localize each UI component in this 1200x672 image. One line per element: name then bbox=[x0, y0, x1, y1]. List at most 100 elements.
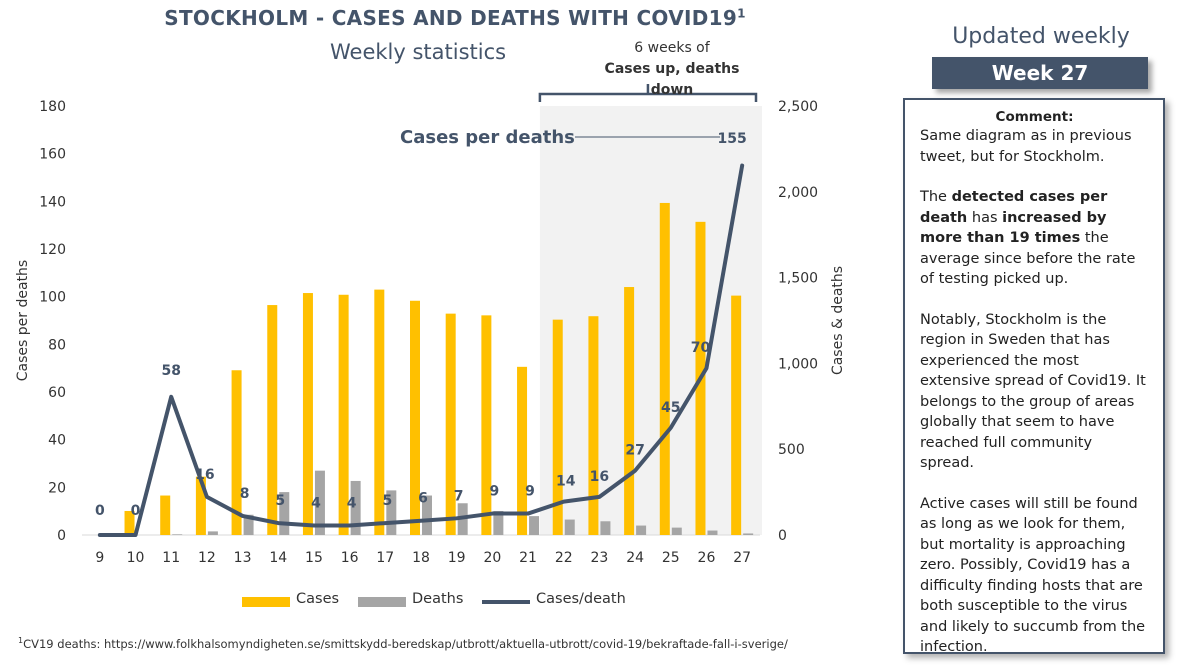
cases-per-deaths-label: Cases per deaths bbox=[400, 127, 575, 148]
left-tick-label: 60 bbox=[48, 385, 66, 401]
x-tick-label: 18 bbox=[412, 550, 430, 566]
ratio-data-label: 45 bbox=[661, 400, 680, 416]
comment-box: Comment: Same diagram as in previous twe… bbox=[903, 98, 1165, 655]
bar-cases bbox=[338, 294, 349, 535]
bar-deaths bbox=[314, 470, 325, 535]
ratio-data-label: 8 bbox=[240, 486, 250, 502]
highlight-annotation: 6 weeks of Cases up, deaths down bbox=[582, 38, 762, 101]
x-tick-label: 21 bbox=[519, 550, 537, 566]
ratio-data-label: 27 bbox=[625, 443, 644, 459]
bar-cases bbox=[267, 305, 278, 535]
bar-deaths bbox=[493, 510, 504, 535]
bar-deaths bbox=[350, 480, 361, 535]
bar-cases bbox=[410, 300, 420, 535]
bar-cases bbox=[195, 476, 206, 535]
x-tick-label: 16 bbox=[341, 550, 359, 566]
left-tick-label: 0 bbox=[57, 528, 66, 544]
ratio-line bbox=[97, 163, 745, 537]
left-tick-label: 120 bbox=[39, 242, 66, 258]
bar-deaths bbox=[564, 519, 575, 535]
x-tick-label: 11 bbox=[162, 550, 180, 566]
x-tick-label: 13 bbox=[234, 550, 252, 566]
x-tick-label: 14 bbox=[269, 550, 287, 566]
x-tick-label: 25 bbox=[662, 550, 680, 566]
bar-deaths bbox=[422, 495, 432, 535]
right-axis-title: Cases & deaths bbox=[830, 266, 846, 375]
right-tick-label: 2,500 bbox=[778, 99, 818, 115]
comment-title: Comment: bbox=[995, 109, 1074, 125]
x-tick-label: 12 bbox=[198, 550, 216, 566]
chart-title: STOCKHOLM - CASES AND DEATHS WITH COVID1… bbox=[164, 6, 746, 30]
ratio-data-label: 4 bbox=[311, 495, 321, 511]
annotation-line2: Cases up, deaths down bbox=[604, 61, 740, 98]
x-tick-label: 10 bbox=[127, 550, 145, 566]
comment-paragraph-3: Notably, Stockholm is the region in Swed… bbox=[920, 311, 1146, 472]
ratio-data-label: 6 bbox=[418, 491, 428, 507]
updated-weekly-label: Updated weekly bbox=[952, 24, 1130, 49]
right-tick-label: 1,500 bbox=[778, 271, 818, 287]
bar-cases bbox=[231, 370, 242, 535]
bar-deaths bbox=[671, 527, 682, 535]
bar-cases bbox=[731, 295, 742, 535]
x-tick-label: 15 bbox=[305, 550, 323, 566]
comment-paragraph-4: Active cases will still be found as long… bbox=[920, 495, 1146, 656]
left-tick-label: 40 bbox=[48, 433, 66, 449]
left-tick-label: 100 bbox=[39, 290, 66, 306]
bar-cases bbox=[517, 366, 528, 535]
bar-cases bbox=[374, 289, 385, 535]
ratio-data-label: 4 bbox=[347, 495, 357, 511]
chart-area: 02040608010012014016018005001,0001,5002,… bbox=[15, 84, 846, 566]
bar-cases bbox=[124, 510, 135, 535]
bar-deaths bbox=[172, 534, 183, 535]
ratio-data-label: 9 bbox=[525, 484, 535, 500]
bar-deaths bbox=[243, 514, 254, 535]
highlight-band bbox=[539, 106, 762, 535]
annotation-line1: 6 weeks of bbox=[634, 40, 710, 56]
bar-deaths bbox=[707, 530, 718, 535]
legend-swatch-deaths bbox=[358, 597, 406, 607]
left-tick-label: 80 bbox=[48, 337, 66, 353]
bar-deaths bbox=[207, 531, 218, 535]
right-tick-label: 1,000 bbox=[778, 356, 818, 372]
bar-cases bbox=[588, 316, 599, 535]
bar-cases bbox=[552, 319, 563, 535]
right-tick-label: 2,000 bbox=[778, 185, 818, 201]
bar-cases bbox=[160, 495, 171, 535]
bar-deaths bbox=[386, 490, 397, 535]
ratio-data-label: 0 bbox=[131, 503, 141, 519]
bar-cases bbox=[445, 313, 456, 535]
footnote: 1CV19 deaths: https://www.folkhalsomyndi… bbox=[18, 636, 788, 651]
left-tick-label: 160 bbox=[39, 147, 66, 163]
left-tick-label: 140 bbox=[39, 194, 66, 210]
right-tick-label: 0 bbox=[778, 528, 787, 544]
x-tick-label: 20 bbox=[483, 550, 501, 566]
x-tick-label: 9 bbox=[95, 550, 104, 566]
week-badge: Week 27 bbox=[932, 57, 1148, 89]
bar-cases bbox=[659, 202, 670, 536]
comment-paragraph-2: The detected cases per death has increas… bbox=[920, 189, 1136, 287]
bar-cases bbox=[481, 315, 492, 535]
right-tick-label: 500 bbox=[778, 442, 805, 458]
ratio-data-label: 7 bbox=[454, 488, 464, 504]
ratio-data-label: 0 bbox=[95, 503, 105, 519]
ratio-data-label: 5 bbox=[382, 493, 392, 509]
x-tick-label: 17 bbox=[376, 550, 394, 566]
x-tick-label: 22 bbox=[555, 550, 573, 566]
ratio-data-label: 70 bbox=[691, 340, 711, 356]
left-tick-label: 180 bbox=[39, 99, 66, 115]
left-tick-label: 20 bbox=[48, 480, 66, 496]
x-tick-label: 24 bbox=[626, 550, 644, 566]
ratio-data-label: 14 bbox=[556, 474, 576, 490]
legend-swatch-cases bbox=[242, 597, 290, 607]
ratio-data-label: 5 bbox=[275, 493, 285, 509]
bar-cases bbox=[302, 293, 313, 535]
ratio-data-label: 16 bbox=[590, 469, 609, 485]
ratio-data-label: 58 bbox=[161, 363, 180, 379]
chart-subtitle: Weekly statistics bbox=[330, 40, 507, 64]
bar-cases bbox=[624, 287, 635, 535]
bar-deaths bbox=[529, 516, 540, 535]
ratio-data-label: 155 bbox=[718, 131, 747, 147]
x-tick-label: 19 bbox=[448, 550, 466, 566]
x-tick-label: 27 bbox=[733, 550, 751, 566]
bar-deaths bbox=[636, 525, 647, 535]
